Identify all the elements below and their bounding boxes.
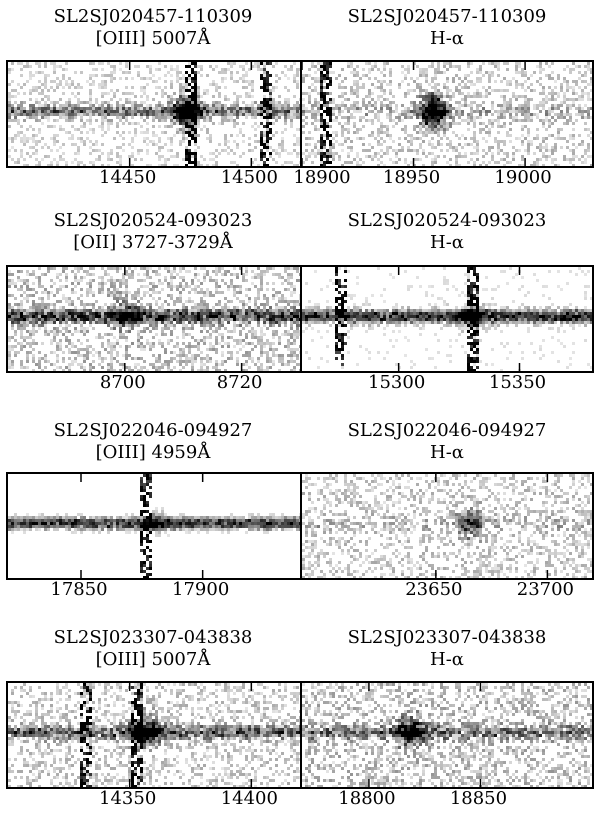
object-name: SL2SJ020457-110309 (347, 6, 547, 27)
panel-title: SL2SJ020457-110309 H-α (300, 6, 594, 50)
tick-label: 14400 (220, 788, 278, 809)
line-name: H-α (430, 649, 464, 670)
spectrum-image (302, 683, 592, 787)
spectrum-panel (6, 472, 302, 580)
spectrum-panel (6, 265, 302, 373)
spectrum-panel (6, 681, 302, 789)
tick-label: 17900 (172, 579, 230, 600)
object-name: SL2SJ022046-094927 (53, 420, 253, 441)
tick-label: 18800 (338, 788, 396, 809)
object-name: SL2SJ020457-110309 (53, 6, 253, 27)
spectrum-image (8, 267, 300, 371)
spectrum-panel (300, 472, 594, 580)
panel-title: SL2SJ023307-043838 [OIII] 5007Å (6, 627, 300, 671)
tick-label: 17850 (50, 579, 108, 600)
spectrum-image (8, 683, 300, 787)
object-name: SL2SJ023307-043838 (347, 627, 547, 648)
panel-title: SL2SJ022046-094927 H-α (300, 420, 594, 464)
panel-title: SL2SJ020457-110309 [OIII] 5007Å (6, 6, 300, 50)
tick-label: 14450 (99, 167, 157, 188)
line-name: H-α (430, 442, 464, 463)
tick-label: 19000 (494, 167, 552, 188)
object-name: SL2SJ023307-043838 (53, 627, 253, 648)
tick-label: 23700 (516, 579, 575, 600)
line-name: [OIII] 5007Å (95, 649, 211, 670)
line-name: [OII] 3727-3729Å (73, 232, 233, 253)
panel-title: SL2SJ020524-093023 [OII] 3727-3729Å (6, 210, 300, 254)
line-name: H-α (430, 28, 464, 49)
spectrum-image (8, 474, 300, 578)
panel-title: SL2SJ022046-094927 [OIII] 4959Å (6, 420, 300, 464)
spectrum-image (302, 267, 592, 371)
tick-label: 15300 (368, 372, 426, 393)
tick-label: 18950 (382, 167, 441, 188)
tick-label: 18900 (293, 167, 351, 188)
object-name: SL2SJ020524-093023 (347, 210, 547, 231)
tick-label: 14500 (220, 167, 278, 188)
spectrum-panel (6, 60, 302, 168)
spectrum-image (302, 474, 592, 578)
spectrum-image (8, 62, 300, 166)
spectrum-panel (300, 60, 594, 168)
tick-label: 23650 (405, 579, 463, 600)
object-name: SL2SJ020524-093023 (53, 210, 253, 231)
tick-label: 15350 (488, 372, 547, 393)
line-name: [OIII] 4959Å (95, 442, 211, 463)
line-name: H-α (430, 232, 464, 253)
panel-title: SL2SJ020524-093023 H-α (300, 210, 594, 254)
tick-label: 14350 (99, 788, 157, 809)
spectrum-panel (300, 681, 594, 789)
spectrum-panel (300, 265, 594, 373)
line-name: [OIII] 5007Å (95, 28, 211, 49)
object-name: SL2SJ022046-094927 (347, 420, 547, 441)
panel-title: SL2SJ023307-043838 H-α (300, 627, 594, 671)
tick-label: 8720 (216, 372, 263, 393)
spectrum-image (302, 62, 592, 166)
tick-label: 8700 (99, 372, 146, 393)
tick-label: 18850 (449, 788, 508, 809)
